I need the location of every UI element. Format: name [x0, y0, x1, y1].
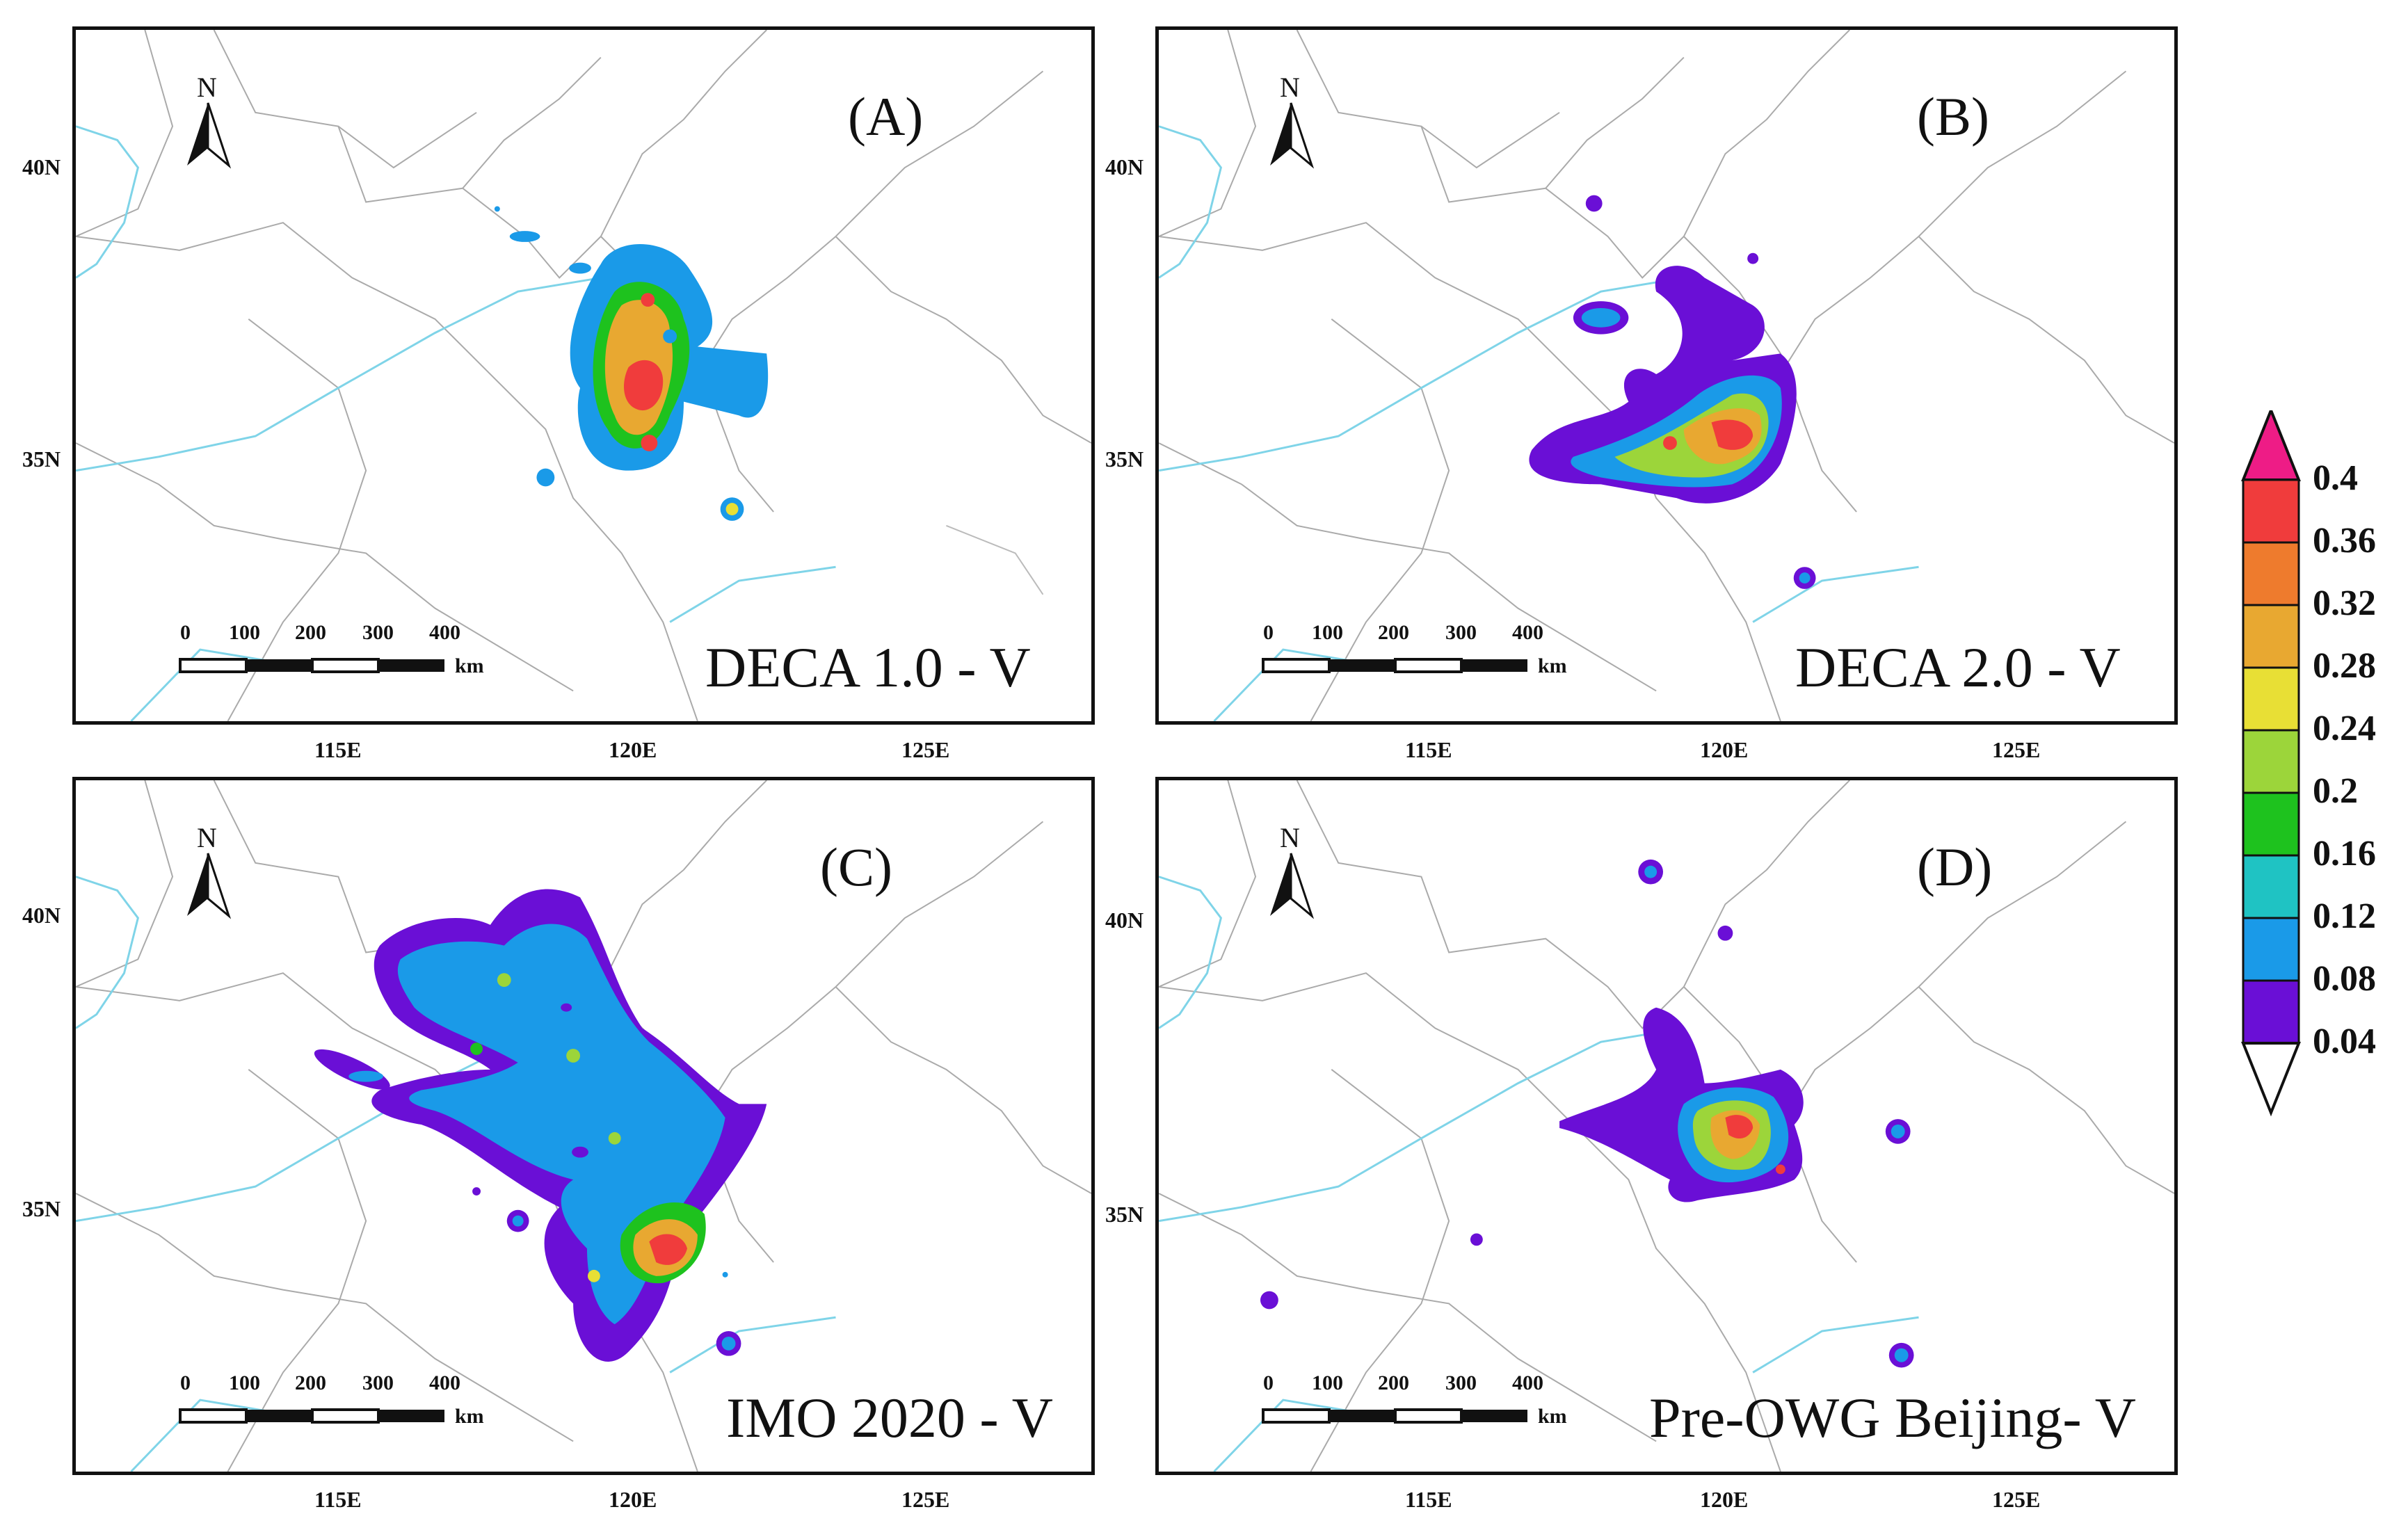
scale-tick: 100 — [229, 621, 260, 644]
scale-tick: 400 — [429, 621, 460, 644]
scale-tick: 200 — [1378, 1371, 1409, 1394]
colorbar-label: 0.2 — [2313, 771, 2358, 811]
lon-label-125e: 125E — [1992, 1487, 2041, 1512]
panel-label: (B) — [1917, 86, 1989, 147]
scale-unit: km — [455, 654, 484, 677]
colorbar-label: 0.24 — [2313, 709, 2376, 748]
lon-label-115e: 115E — [314, 1487, 362, 1512]
colorbar-label: 0.4 — [2313, 458, 2358, 498]
scale-tick: 300 — [362, 621, 394, 644]
north-arrow-icon: N — [1263, 822, 1319, 930]
map-b — [1159, 30, 2174, 721]
north-arrow-icon: N — [180, 72, 236, 179]
scale-bar: 0 100 200 300 400 km — [173, 1371, 493, 1448]
colorbar-label: 0.32 — [2313, 583, 2376, 623]
panel-label: (A) — [848, 86, 924, 147]
colorbar-label: 0.36 — [2313, 521, 2376, 561]
north-letter: N — [1280, 72, 1300, 103]
lon-label-125e: 125E — [901, 1487, 950, 1512]
north-letter: N — [197, 72, 217, 103]
lat-label-40n: 40N — [1105, 908, 1144, 933]
scenario-title: DECA 2.0 - V — [1795, 636, 2121, 699]
colorbar-label: 0.04 — [2313, 1022, 2376, 1061]
scale-unit: km — [1538, 1405, 1567, 1428]
scenario-title: Pre-OWG Beijing- V — [1649, 1386, 2136, 1449]
lat-label-40n: 40N — [22, 154, 61, 179]
lon-label-115e: 115E — [1405, 737, 1452, 762]
lon-label-125e: 125E — [1992, 737, 2041, 762]
lon-label-115e: 115E — [1405, 1487, 1452, 1512]
map-d — [1159, 780, 2174, 1472]
colorbar-label: 0.28 — [2313, 646, 2376, 686]
lat-label-35n: 35N — [22, 446, 61, 472]
lon-label-120e: 120E — [609, 1487, 657, 1512]
panel-b: (B) DECA 2.0 - V N 0 100 200 300 400 km — [1155, 26, 2178, 725]
scale-tick: 0 — [1263, 1371, 1274, 1394]
lat-label-40n: 40N — [22, 903, 61, 928]
map-c — [76, 780, 1091, 1472]
colorbar-label: 0.16 — [2313, 834, 2376, 873]
scale-unit: km — [1538, 654, 1567, 677]
scale-tick: 300 — [362, 1371, 394, 1394]
scenario-title: DECA 1.0 - V — [705, 636, 1031, 699]
lat-label-35n: 35N — [22, 1196, 61, 1221]
lon-label-120e: 120E — [1700, 1487, 1749, 1512]
scale-tick: 0 — [1263, 621, 1274, 644]
lon-label-125e: 125E — [901, 737, 950, 762]
north-letter: N — [1280, 822, 1300, 853]
panel-label: (D) — [1917, 837, 1993, 897]
north-arrow-icon: N — [1263, 72, 1319, 179]
scale-tick: 0 — [180, 1371, 191, 1394]
scale-tick: 200 — [295, 621, 326, 644]
scale-tick: 300 — [1445, 1371, 1477, 1394]
colorbar — [2233, 406, 2309, 1182]
panel-a: (A) DECA 1.0 - V N 0 100 200 300 400 km — [72, 26, 1095, 725]
panel-label: (C) — [820, 837, 892, 897]
scale-bar: 0 100 200 300 400 km — [173, 621, 493, 698]
scale-tick: 0 — [180, 621, 191, 644]
scale-tick: 400 — [1512, 1371, 1543, 1394]
scale-tick: 300 — [1445, 621, 1477, 644]
lon-label-115e: 115E — [314, 737, 362, 762]
lat-label-35n: 35N — [1105, 446, 1144, 472]
map-a — [76, 30, 1091, 721]
scale-bar: 0 100 200 300 400 km — [1256, 1371, 1576, 1448]
scale-tick: 100 — [229, 1371, 260, 1394]
scale-tick: 100 — [1312, 1371, 1343, 1394]
scenario-title: IMO 2020 - V — [726, 1386, 1053, 1449]
colorbar-label: 0.08 — [2313, 959, 2376, 999]
north-letter: N — [197, 822, 217, 853]
colorbar-label: 0.12 — [2313, 896, 2376, 936]
scale-unit: km — [455, 1405, 484, 1428]
scale-bar: 0 100 200 300 400 km — [1256, 621, 1576, 698]
north-arrow-icon: N — [180, 822, 236, 930]
lat-label-40n: 40N — [1105, 154, 1144, 179]
scale-tick: 200 — [295, 1371, 326, 1394]
panel-d: (D) Pre-OWG Beijing- V N 0 100 200 300 4… — [1155, 777, 2178, 1475]
lon-label-120e: 120E — [609, 737, 657, 762]
lat-label-35n: 35N — [1105, 1202, 1144, 1227]
scale-tick: 200 — [1378, 621, 1409, 644]
lon-label-120e: 120E — [1700, 737, 1749, 762]
scale-tick: 400 — [429, 1371, 460, 1394]
scale-tick: 400 — [1512, 621, 1543, 644]
scale-tick: 100 — [1312, 621, 1343, 644]
panel-c: (C) IMO 2020 - V N 0 100 200 300 400 km — [72, 777, 1095, 1475]
